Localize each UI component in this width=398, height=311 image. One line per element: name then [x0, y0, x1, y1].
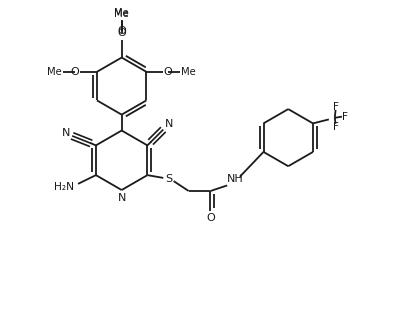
Text: F: F — [333, 122, 339, 132]
Text: F: F — [333, 102, 339, 112]
Text: N: N — [118, 193, 127, 203]
Text: O: O — [164, 67, 173, 77]
Text: N: N — [165, 119, 173, 129]
Text: Me: Me — [114, 9, 129, 19]
Text: Me: Me — [47, 67, 62, 77]
Text: O: O — [206, 213, 215, 223]
Text: NH: NH — [227, 174, 244, 184]
Text: O: O — [117, 28, 126, 38]
Text: N: N — [62, 128, 70, 138]
Text: S: S — [165, 174, 172, 184]
Text: F: F — [342, 112, 348, 122]
Text: O: O — [117, 26, 126, 36]
Text: H₂N: H₂N — [54, 182, 74, 192]
Text: O: O — [71, 67, 80, 77]
Text: Me: Me — [114, 8, 129, 18]
Text: Me: Me — [181, 67, 196, 77]
